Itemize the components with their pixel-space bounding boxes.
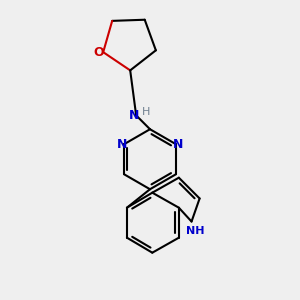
Text: N: N	[129, 109, 139, 122]
Text: O: O	[93, 46, 104, 59]
Text: H: H	[142, 107, 151, 117]
Text: NH: NH	[186, 226, 204, 236]
Text: N: N	[173, 138, 184, 151]
Text: N: N	[116, 138, 127, 151]
